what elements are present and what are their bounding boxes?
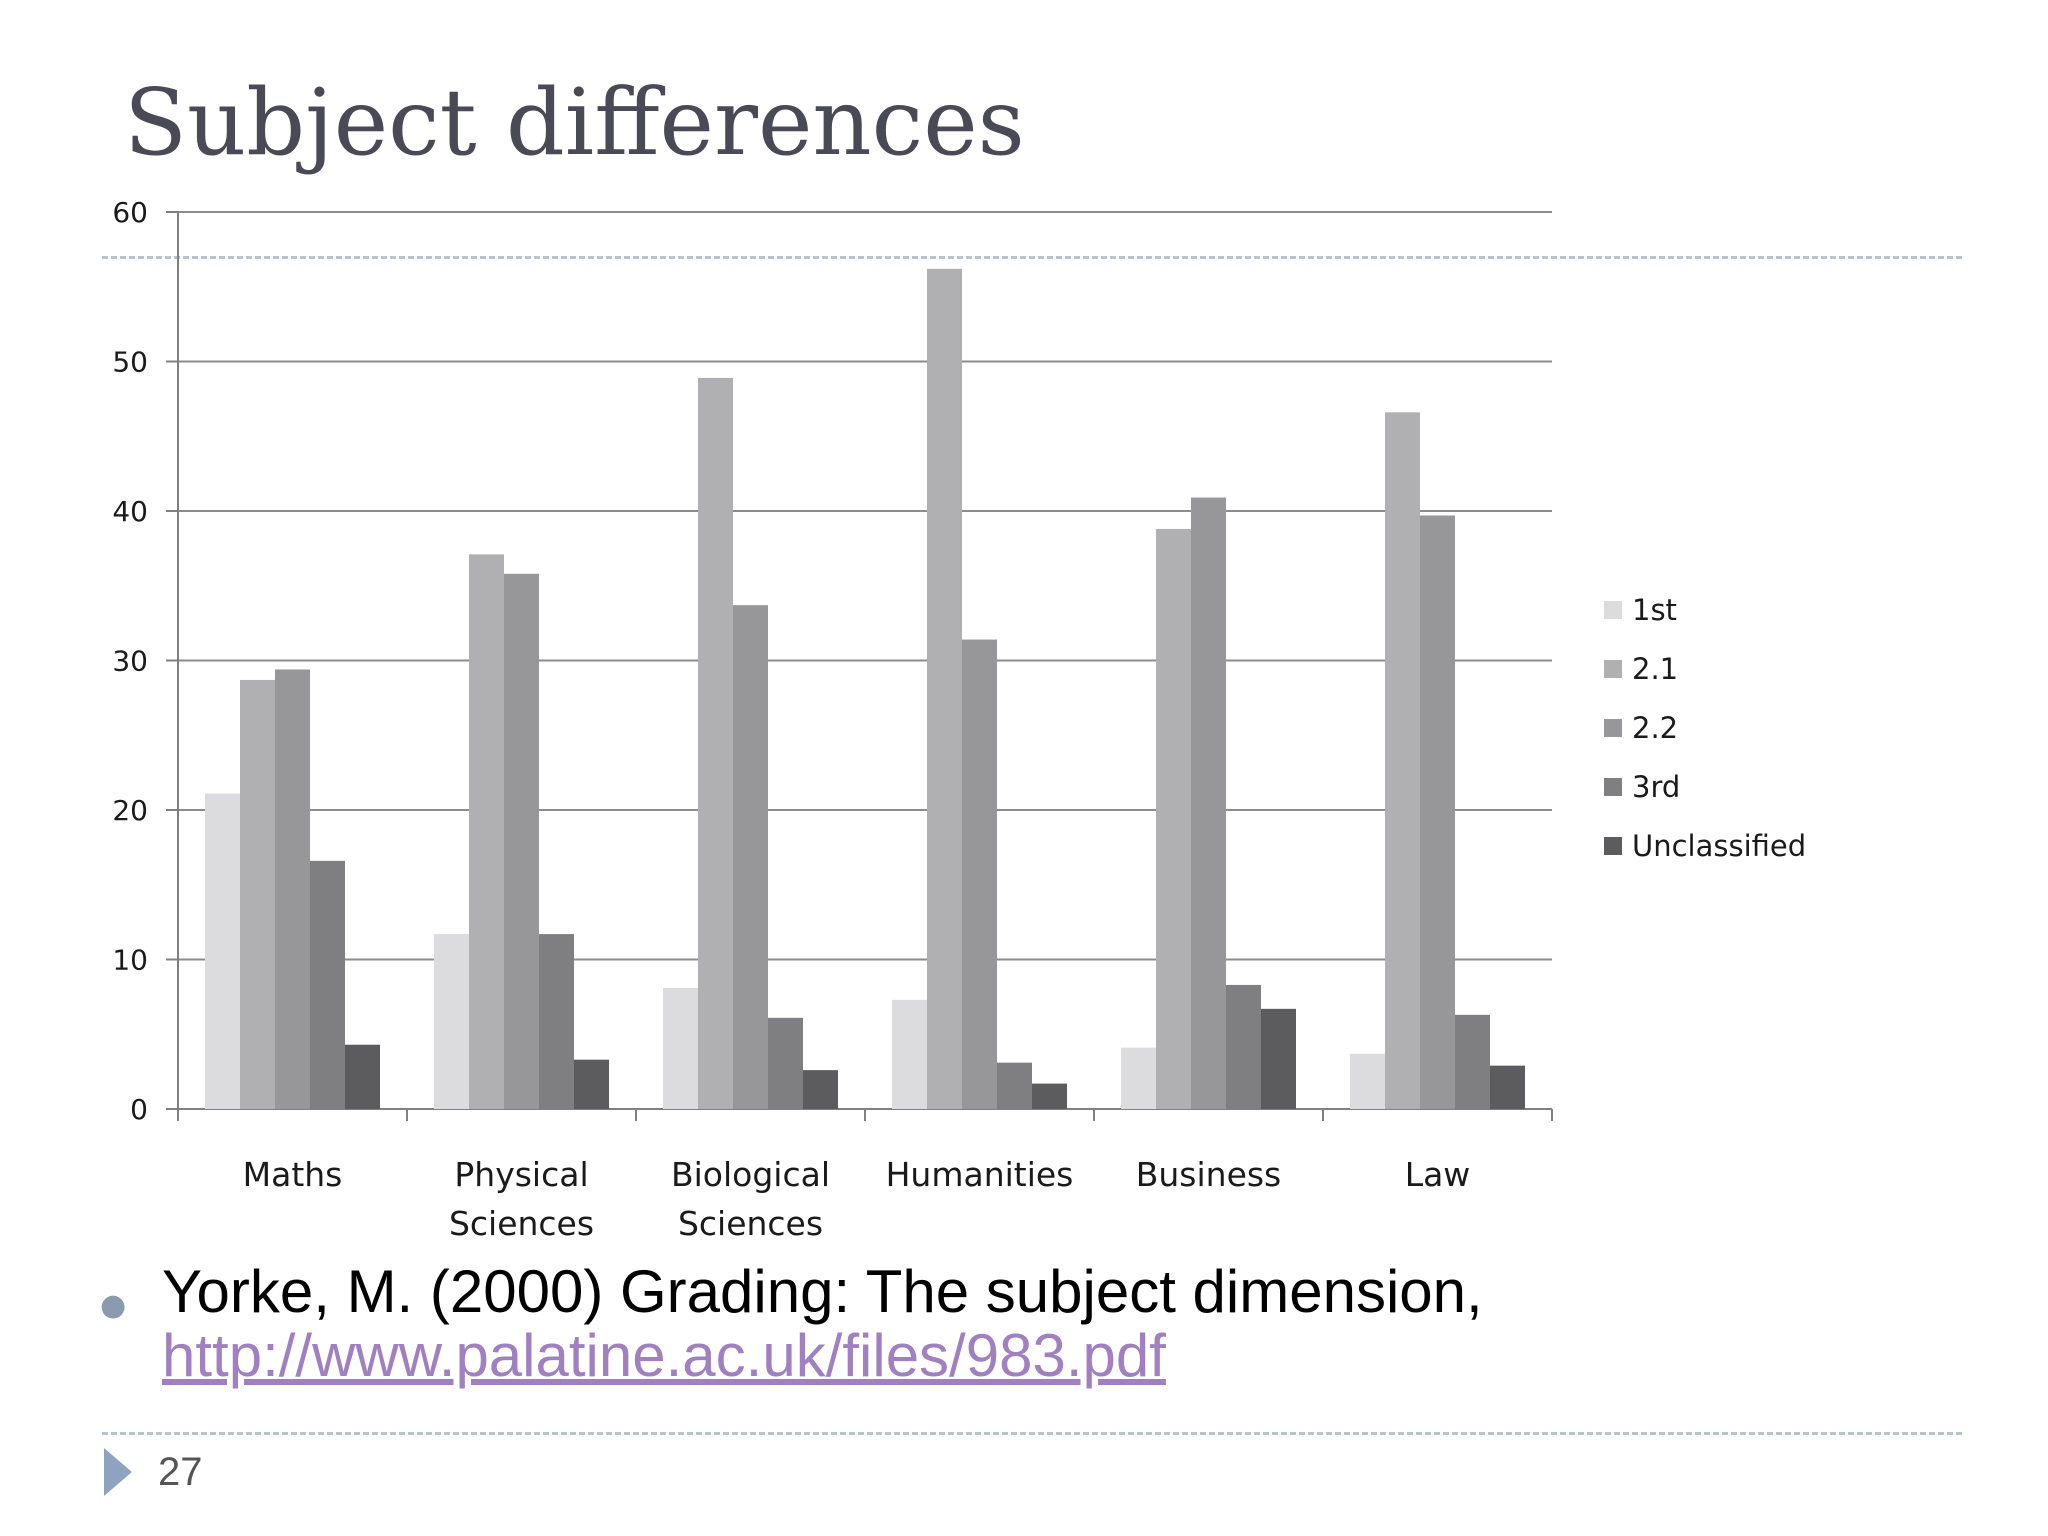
legend-swatch: [1604, 837, 1622, 855]
y-tick-label: 20: [112, 794, 148, 827]
page-number: 27: [158, 1450, 203, 1494]
legend-swatch: [1604, 778, 1622, 796]
x-tick-label: Physical: [454, 1155, 588, 1194]
bar: [803, 1070, 838, 1109]
bar: [1226, 984, 1261, 1109]
citation-text: Yorke, M. (2000) Grading: The subject di…: [162, 1258, 1483, 1325]
bar: [310, 860, 345, 1109]
bar: [539, 934, 574, 1109]
bar: [1350, 1053, 1385, 1109]
bar: [663, 987, 698, 1109]
triangle-icon: [104, 1448, 132, 1496]
legend-label: 2.2: [1632, 711, 1678, 745]
legend-swatch: [1604, 601, 1622, 619]
bar: [962, 639, 997, 1109]
legend-label: 2.1: [1632, 652, 1678, 686]
x-tick-label: Humanities: [886, 1155, 1074, 1194]
bar: [574, 1059, 609, 1109]
bar: [698, 377, 733, 1109]
legend-swatch: [1604, 660, 1622, 678]
bar: [345, 1044, 380, 1109]
bar: [1420, 515, 1455, 1109]
bar: [997, 1062, 1032, 1109]
bar: [1121, 1047, 1156, 1109]
bar: [205, 793, 240, 1109]
bar: [434, 934, 469, 1109]
citation-link[interactable]: http://www.palatine.ac.uk/files/983.pdf: [162, 1322, 1166, 1389]
bar: [240, 679, 275, 1109]
bullet-icon: ●: [100, 1288, 127, 1323]
legend-label: 3rd: [1632, 770, 1680, 804]
y-tick-label: 10: [112, 944, 148, 977]
x-tick-label: Law: [1405, 1155, 1471, 1194]
bar: [275, 669, 310, 1109]
bar: [469, 554, 504, 1109]
bar: [1490, 1065, 1525, 1109]
y-tick-label: 0: [130, 1093, 148, 1126]
legend-swatch: [1604, 719, 1622, 737]
y-tick-label: 60: [112, 196, 148, 229]
x-tick-label: Maths: [243, 1155, 343, 1194]
bar: [1455, 1014, 1490, 1109]
bottom-divider: [102, 1432, 1962, 1435]
x-tick-label: Sciences: [678, 1204, 823, 1243]
bar: [1156, 528, 1191, 1109]
bar: [927, 268, 962, 1109]
bar: [1032, 1083, 1067, 1109]
bar: [768, 1017, 803, 1109]
bar: [1261, 1008, 1296, 1109]
x-tick-label: Biological: [671, 1155, 830, 1194]
bar: [504, 573, 539, 1109]
bar: [1385, 412, 1420, 1110]
y-tick-label: 40: [112, 495, 148, 528]
y-tick-label: 30: [112, 645, 148, 678]
x-tick-label: Sciences: [449, 1204, 594, 1243]
bar: [733, 605, 768, 1109]
legend-label: Unclassified: [1632, 829, 1806, 863]
y-tick-label: 50: [112, 346, 148, 379]
slide-title: Subject differences: [124, 69, 1025, 176]
bar: [892, 999, 927, 1109]
legend-label: 1st: [1632, 593, 1677, 627]
bar: [1191, 497, 1226, 1109]
top-divider: [102, 256, 1962, 259]
x-tick-label: Business: [1136, 1155, 1282, 1194]
